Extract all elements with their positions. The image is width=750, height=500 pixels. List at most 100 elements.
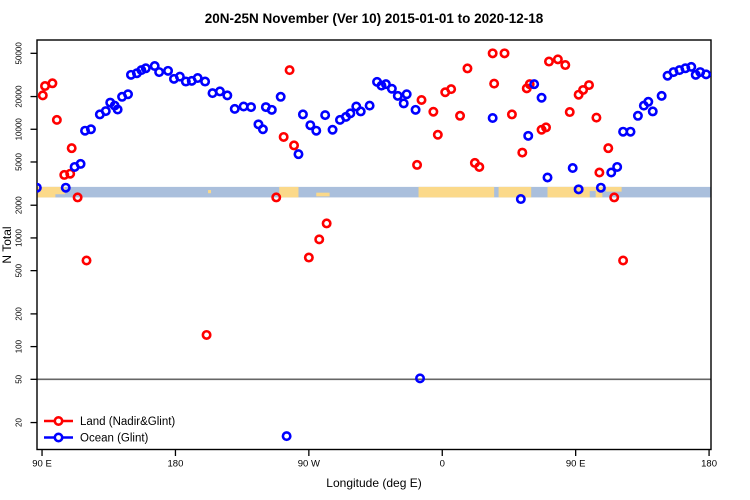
legend-marker-circle xyxy=(53,432,64,443)
land-data-point xyxy=(618,255,629,266)
ocean-data-point xyxy=(149,61,160,72)
land-data-point xyxy=(594,167,605,178)
ocean-data-point xyxy=(100,106,111,117)
map-band-land-segment xyxy=(606,186,622,192)
ocean-data-point xyxy=(542,172,553,183)
ocean-data-point xyxy=(529,79,540,90)
x-tick-label: 180 xyxy=(168,459,184,470)
ocean-data-point xyxy=(275,91,286,102)
ocean-data-point xyxy=(523,130,534,141)
land-data-point xyxy=(462,63,473,74)
x-tick-label: 90 W xyxy=(298,459,320,470)
land-data-point xyxy=(37,90,48,101)
ocean-data-point xyxy=(386,83,397,94)
ocean-data-point xyxy=(305,120,316,131)
map-band-land-segment xyxy=(316,192,330,197)
y-tick-label: 20 xyxy=(15,418,24,427)
chart-title: 20N-25N November (Ver 10) 2015-01-01 to … xyxy=(205,11,544,26)
land-data-point xyxy=(432,129,443,140)
land-data-point xyxy=(284,65,295,76)
ocean-data-point xyxy=(656,90,667,101)
ocean-data-point xyxy=(392,90,403,101)
ocean-data-point xyxy=(320,110,331,121)
land-data-point xyxy=(524,79,535,90)
map-band-land-segment xyxy=(208,190,212,194)
ocean-data-point xyxy=(123,89,134,100)
ocean-data-point xyxy=(410,104,421,115)
map-band-land-segment xyxy=(37,186,66,198)
map-band-land-segment xyxy=(279,186,299,198)
ocean-data-point xyxy=(398,98,409,109)
land-data-point xyxy=(584,80,595,91)
land-data-point xyxy=(303,252,314,263)
ocean-data-point xyxy=(140,63,151,74)
ocean-data-point xyxy=(281,431,292,442)
land-data-point xyxy=(609,192,620,203)
ocean-data-point xyxy=(293,149,304,160)
y-tick-label: 500 xyxy=(15,263,24,277)
land-data-point xyxy=(428,106,439,117)
ocean-data-point xyxy=(625,126,636,137)
ocean-data-point xyxy=(192,73,203,84)
ocean-data-point xyxy=(401,89,412,100)
ocean-data-point xyxy=(515,194,526,205)
ocean-data-point xyxy=(229,103,240,114)
map-band-ocean-patch xyxy=(589,191,596,198)
land-data-point xyxy=(51,114,62,125)
ocean-data-point xyxy=(163,65,174,76)
land-data-point xyxy=(543,56,554,67)
land-data-point xyxy=(489,78,500,89)
ocean-data-point xyxy=(266,104,277,115)
x-tick-label: 90 E xyxy=(566,459,586,470)
land-data-point xyxy=(72,192,83,203)
ocean-data-point xyxy=(647,106,658,117)
map-band-land-segment xyxy=(418,186,495,198)
land-data-point xyxy=(271,192,282,203)
y-tick-label: 1000 xyxy=(15,228,24,246)
land-data-point xyxy=(321,218,332,229)
land-data-point xyxy=(474,161,485,172)
land-data-point xyxy=(541,122,552,133)
legend-label: Ocean (Glint) xyxy=(80,433,149,445)
x-tick-label: 90 E xyxy=(32,459,52,470)
ocean-data-point xyxy=(355,106,366,117)
ocean-data-point xyxy=(222,90,233,101)
land-data-point xyxy=(47,78,58,89)
ocean-data-point xyxy=(364,100,375,111)
land-data-point xyxy=(289,140,300,151)
ocean-data-point xyxy=(612,161,623,172)
map-band-ocean-patch xyxy=(55,194,66,198)
ocean-data-point xyxy=(487,112,498,123)
ocean-data-point xyxy=(214,86,225,97)
ocean-data-point xyxy=(632,110,643,121)
map-band-land-segment xyxy=(498,186,532,198)
y-tick-label: 10000 xyxy=(15,118,24,141)
land-data-point xyxy=(65,168,76,179)
land-data-point xyxy=(564,107,575,118)
legend-marker-circle xyxy=(53,415,64,426)
plot-area: 20 50 100 200 500 1000 2000 5000 10000 20000 50000… xyxy=(15,39,717,470)
ocean-data-point xyxy=(327,124,338,135)
ocean-data-point xyxy=(345,108,356,119)
land-data-point xyxy=(412,159,423,170)
legend-label: Land (Nadir&Glint) xyxy=(80,416,175,428)
ocean-data-point xyxy=(257,124,268,135)
x-tick-label: 0 xyxy=(440,459,445,470)
x-axis-title: Longitude (deg E) xyxy=(326,476,421,490)
x-tick-label: 180 xyxy=(701,459,717,470)
ocean-data-point xyxy=(643,96,654,107)
ocean-data-point xyxy=(595,182,606,193)
land-data-point xyxy=(416,94,427,105)
y-tick-label: 50000 xyxy=(15,42,24,65)
ocean-data-point xyxy=(112,104,123,115)
land-data-point xyxy=(278,131,289,142)
land-data-point xyxy=(66,143,77,154)
land-data-point xyxy=(578,84,589,95)
land-data-point xyxy=(506,109,517,120)
land-data-point xyxy=(560,60,571,71)
ocean-data-point xyxy=(174,71,185,82)
land-data-point xyxy=(603,143,614,154)
ocean-data-point xyxy=(37,182,42,193)
